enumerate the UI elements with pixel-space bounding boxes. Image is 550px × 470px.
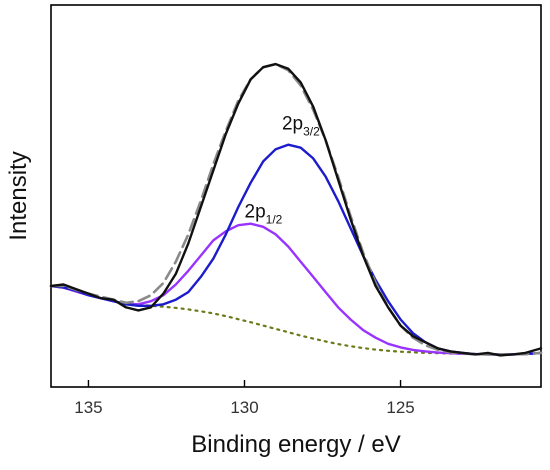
peak-annotation: 2p1/2 (245, 202, 283, 227)
series-line-experimental (49, 62, 543, 357)
x-tick-label: 135 (74, 398, 102, 417)
series-layer (49, 62, 543, 357)
y-axis-title: Intensity (5, 151, 32, 240)
annotation-layer: 2p3/2 2p1/2 (245, 113, 321, 226)
tick-layer: 135 130 125 (74, 380, 415, 417)
peak-annotation: 2p3/2 (282, 113, 320, 138)
x-tick-label: 130 (230, 398, 258, 417)
series-line-2p1-2 (49, 222, 543, 356)
x-axis-title: Binding energy / eV (191, 431, 400, 458)
series-line-2p3-2 (49, 143, 543, 356)
x-tick-label: 125 (386, 398, 414, 417)
series-line-background-dotted (49, 284, 543, 356)
series-line-envelope-dashed (49, 62, 543, 356)
plot-frame (50, 4, 542, 388)
